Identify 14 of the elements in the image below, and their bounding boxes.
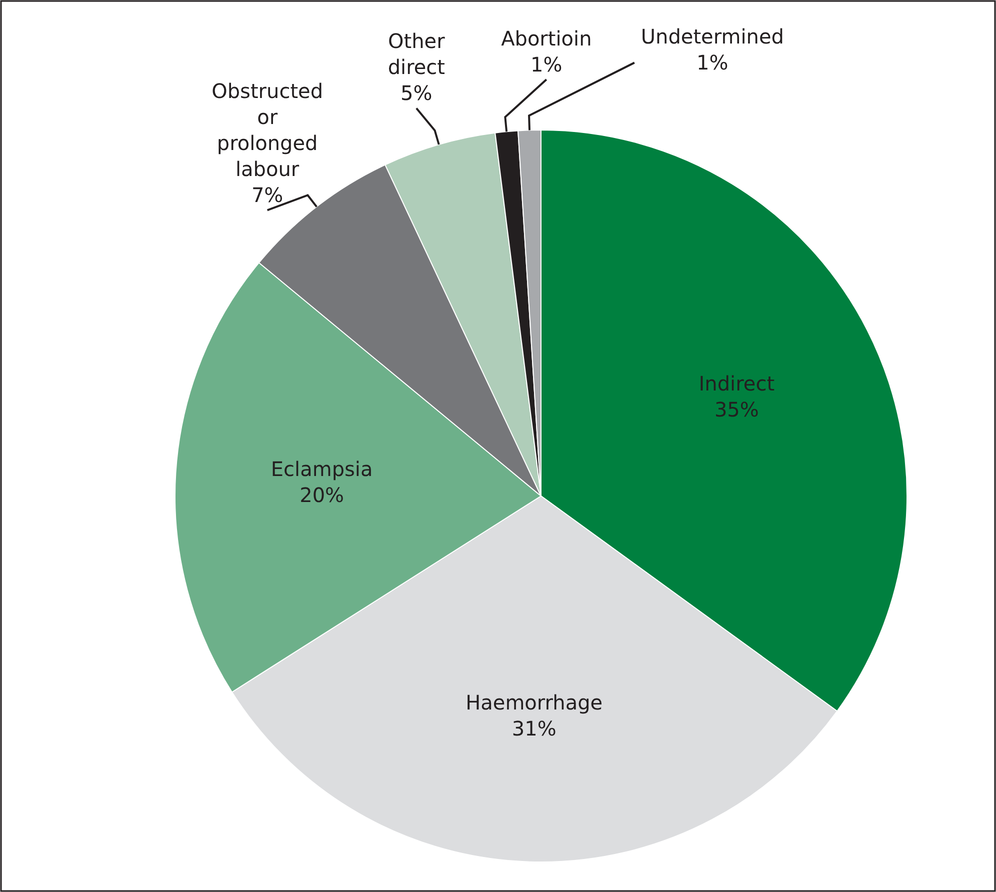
slice-label: Eclampsia xyxy=(270,457,373,482)
data-label: 1% xyxy=(696,50,728,75)
slice-label: Indirect xyxy=(698,371,775,396)
slice-label: Abortioin xyxy=(501,26,592,50)
slice-label: Obstructed or prolonged labour xyxy=(212,79,324,182)
data-label: 1% xyxy=(530,52,562,76)
slice-label: Haemorrhage xyxy=(466,690,603,714)
data-label: 20% xyxy=(300,483,344,508)
data-label: 5% xyxy=(400,81,432,106)
slice-label: Undetermined xyxy=(640,24,784,49)
data-label: 7% xyxy=(251,183,284,208)
data-label: 31% xyxy=(512,716,556,740)
slice-label: Other direct xyxy=(388,29,446,80)
data-label: 35% xyxy=(714,397,759,422)
